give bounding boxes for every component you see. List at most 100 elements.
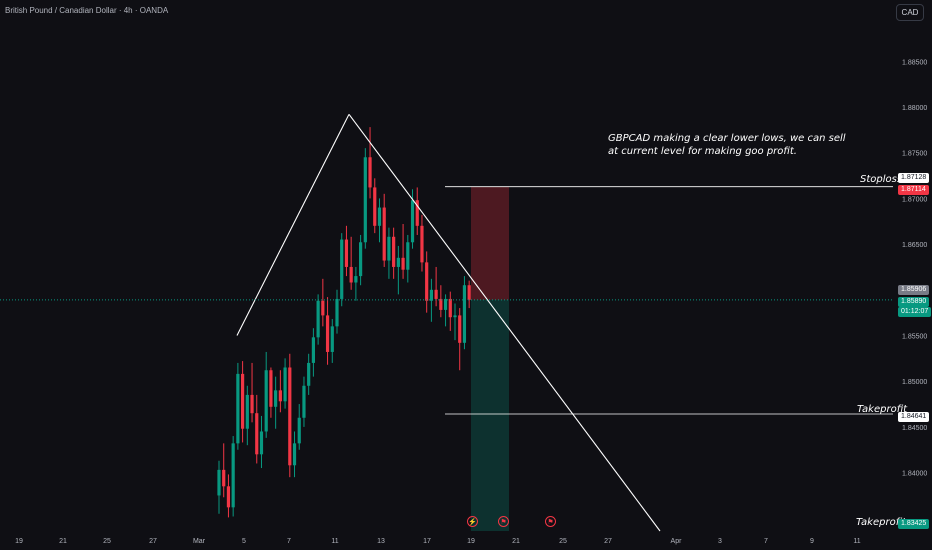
candle-body-7	[250, 394, 254, 414]
candle-body-15	[288, 367, 292, 466]
candle-body-52	[462, 285, 467, 343]
short-position-tool	[471, 186, 509, 531]
candle-body-21	[316, 300, 320, 338]
candle-body-2	[226, 486, 231, 508]
y-tick-label-0: 1.88500	[902, 59, 927, 66]
candle-body-40	[406, 242, 410, 270]
candle-body-50	[453, 315, 457, 318]
x-tick-label-4: Mar	[193, 538, 206, 545]
candle-body-24	[330, 326, 334, 352]
candle-body-30	[359, 242, 363, 277]
candle-body-36	[387, 236, 391, 261]
candle-body-28	[349, 266, 353, 283]
candle-body-39	[401, 257, 405, 270]
countdown-tag: 01:12:07	[898, 307, 932, 317]
y-tick-label-8: 1.84500	[902, 425, 927, 432]
stoploss-secondary-tag: 1.87114	[898, 185, 929, 195]
candle-body-13	[278, 390, 282, 402]
reward-zone	[471, 299, 509, 531]
candle-body-49	[448, 298, 452, 318]
candle-body-22	[321, 300, 325, 316]
y-tick-label-3: 1.87000	[902, 196, 927, 203]
candle-body-25	[335, 298, 339, 327]
candle-body-23	[325, 315, 330, 352]
currency-button[interactable]: CAD	[896, 4, 924, 21]
x-tick-label-3: 27	[149, 538, 157, 545]
y-tick-label-9: 1.84000	[902, 471, 927, 478]
chart-title: British Pound / Canadian Dollar · 4h · O…	[5, 6, 169, 15]
candle-body-51	[458, 315, 462, 343]
y-tick-label-4: 1.86500	[902, 242, 927, 249]
takeprofit-price-tag-2: 1.83425	[898, 519, 930, 529]
candle-body-34	[377, 207, 382, 226]
takeprofit-label-2: Takeprofit	[856, 517, 907, 528]
x-tick-label-18: 11	[853, 538, 860, 545]
level-lines	[445, 186, 893, 415]
candle-body-18	[302, 385, 306, 418]
candle-body-12	[274, 390, 278, 407]
x-tick-label-12: 25	[559, 538, 567, 545]
x-tick-label-14: Apr	[671, 538, 683, 545]
candle-body-46	[434, 289, 438, 299]
x-tick-label-15: 3	[718, 538, 722, 545]
candle-body-44	[425, 262, 429, 301]
flag-icon[interactable]: ⚑	[498, 516, 509, 527]
candle-body-48	[443, 298, 448, 310]
x-tick-label-9: 17	[423, 538, 431, 545]
candle-body-5	[241, 373, 245, 429]
candle-body-6	[245, 394, 249, 429]
y-tick-label-6: 1.85500	[902, 334, 927, 341]
takeprofit-price-tag-1: 1.84641	[898, 412, 930, 422]
candlestick-series	[217, 127, 471, 518]
candle-body-53	[467, 285, 471, 300]
lightning-icon[interactable]: ⚡	[467, 516, 478, 527]
candle-body-41	[410, 200, 415, 243]
current-price-tag: 1.85890	[898, 297, 930, 307]
candle-body-16	[292, 443, 297, 466]
candle-body-33	[373, 187, 377, 226]
candle-body-14	[283, 367, 287, 402]
candle-body-3	[231, 443, 235, 508]
candle-body-31	[363, 157, 367, 243]
y-tick-label-2: 1.87500	[902, 151, 927, 158]
time-axis: 19 21 25 27 Mar 5 7 11 13 17 19 21 25 27 Apr 3 7 9 11	[15, 538, 861, 545]
candle-body-8	[255, 413, 259, 455]
stoploss-label: Stoplosss	[860, 174, 908, 185]
candle-body-27	[344, 239, 349, 267]
x-tick-label-5: 5	[242, 538, 246, 545]
candle-body-45	[429, 289, 433, 301]
candle-body-32	[368, 157, 372, 188]
downtrend-line	[348, 113, 661, 532]
y-tick-label-1: 1.88000	[902, 105, 927, 112]
candle-body-4	[236, 373, 240, 444]
x-tick-label-17: 9	[810, 538, 814, 545]
candle-body-42	[415, 200, 419, 226]
x-tick-label-7: 11	[331, 538, 338, 545]
candle-body-29	[354, 276, 358, 283]
grey-price-tag: 1.85906	[898, 285, 930, 295]
candle-body-35	[382, 207, 386, 261]
x-tick-label-2: 25	[103, 538, 111, 545]
x-tick-label-13: 27	[604, 538, 612, 545]
candle-body-17	[297, 417, 301, 444]
candle-body-19	[307, 362, 311, 386]
flag-icon[interactable]: ⚑	[545, 516, 556, 527]
uptrend-line	[236, 114, 350, 336]
candle-body-1	[222, 469, 226, 487]
x-tick-label-11: 21	[512, 538, 520, 545]
candle-body-9	[259, 431, 264, 455]
candle-body-11	[269, 370, 273, 407]
candle-body-37	[392, 236, 396, 267]
candle-body-26	[340, 239, 344, 299]
risk-zone	[471, 186, 509, 300]
analysis-note: GBPCAD making a clear lower lows, we can…	[608, 133, 846, 157]
x-tick-label-1: 21	[59, 538, 67, 545]
x-tick-label-16: 7	[764, 538, 768, 545]
candle-body-10	[264, 370, 268, 432]
x-tick-label-6: 7	[287, 538, 291, 545]
x-tick-label-10: 19	[467, 538, 475, 545]
x-tick-label-0: 19	[15, 538, 23, 545]
stoploss-price-tag: 1.87128	[898, 173, 930, 183]
candle-body-38	[396, 257, 400, 267]
